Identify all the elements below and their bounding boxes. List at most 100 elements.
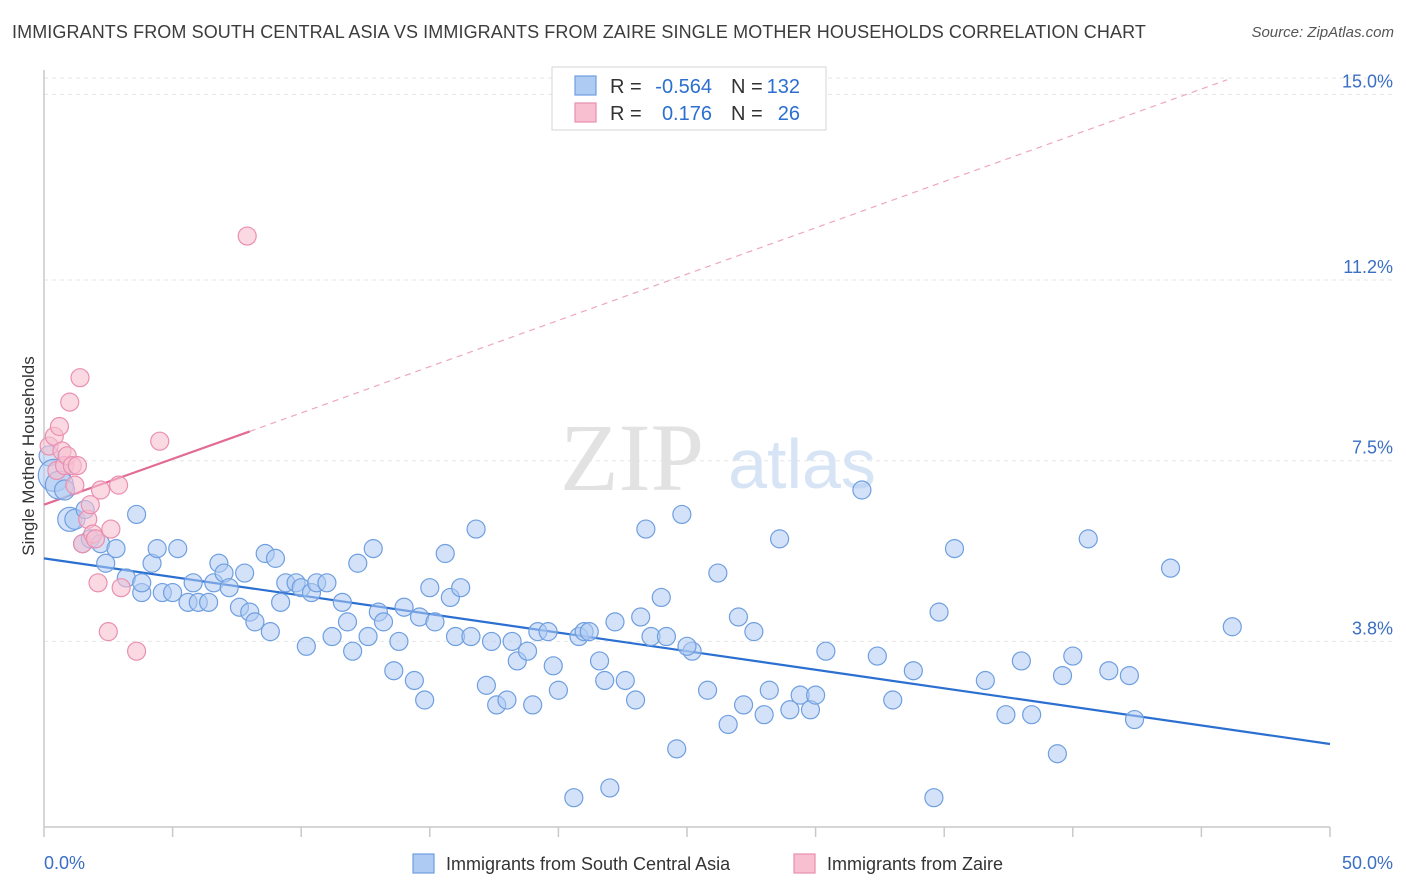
data-point-south-central-asia <box>132 573 152 593</box>
data-point-south-central-asia <box>1099 661 1119 681</box>
legend-r-value-pink: 0.176 <box>662 103 712 125</box>
data-point-south-central-asia <box>656 626 677 647</box>
y-tick-label: 3.8% <box>1352 618 1393 638</box>
data-point-zaire <box>150 431 170 451</box>
data-point-south-central-asia <box>363 539 383 559</box>
series-zaire <box>39 226 257 661</box>
series-legend-label-blue: Immigrants from South Central Asia <box>446 854 731 874</box>
data-point-south-central-asia <box>1124 709 1145 730</box>
data-point-south-central-asia <box>605 612 625 632</box>
y-tick-label: 15.0% <box>1342 71 1393 91</box>
y-tick-label: 7.5% <box>1352 438 1393 458</box>
data-point-south-central-asia <box>718 714 738 735</box>
legend-swatch-blue <box>574 75 597 96</box>
data-point-south-central-asia <box>358 626 378 647</box>
legend-r-label-pink: R = <box>610 103 642 125</box>
data-point-south-central-asia <box>631 607 651 627</box>
x-tick-label-min: 0.0% <box>44 853 85 873</box>
data-point-zaire <box>60 392 80 412</box>
data-point-zaire <box>70 368 90 388</box>
data-point-south-central-asia <box>415 690 435 710</box>
data-point-south-central-asia <box>759 680 779 700</box>
data-point-south-central-asia <box>538 622 558 642</box>
x-tick-label-max: 50.0% <box>1342 853 1393 873</box>
data-point-zaire <box>85 529 106 549</box>
data-point-south-central-asia <box>1022 705 1042 725</box>
data-point-south-central-asia <box>651 587 671 608</box>
legend-swatch-pink <box>574 102 597 123</box>
legend-n-label-blue: N = <box>731 76 763 98</box>
data-point-south-central-asia <box>744 622 764 642</box>
data-point-south-central-asia <box>754 705 774 725</box>
data-point-south-central-asia <box>589 651 610 671</box>
data-point-south-central-asia <box>805 685 826 705</box>
series-legend-label-pink: Immigrants from Zaire <box>827 854 1003 874</box>
data-point-south-central-asia <box>219 578 239 598</box>
data-point-south-central-asia <box>615 670 635 691</box>
data-point-south-central-asia <box>883 690 903 710</box>
data-point-south-central-asia <box>235 563 255 583</box>
data-point-south-central-asia <box>996 705 1016 725</box>
data-point-south-central-asia <box>260 622 280 642</box>
data-point-south-central-asia <box>317 573 337 593</box>
data-point-south-central-asia <box>867 646 887 666</box>
data-point-south-central-asia <box>373 612 394 632</box>
data-point-south-central-asia <box>523 695 543 715</box>
data-point-south-central-asia <box>852 480 872 500</box>
legend-n-value-blue: 132 <box>767 76 800 98</box>
correlation-legend: R = -0.564 N = 132 R = 0.176 N = 26 <box>551 66 827 131</box>
data-point-south-central-asia <box>271 592 291 612</box>
legend-n-value-pink: 26 <box>778 103 800 125</box>
data-point-south-central-asia <box>769 529 790 549</box>
data-point-south-central-asia <box>126 504 147 525</box>
data-point-south-central-asia <box>476 675 496 695</box>
data-point-south-central-asia <box>600 778 620 798</box>
watermark: ZIP atlas <box>560 404 876 511</box>
source-label: Source: ZipAtlas.com <box>1251 24 1394 41</box>
data-point-south-central-asia <box>481 631 502 652</box>
data-point-south-central-asia <box>420 578 440 598</box>
data-point-south-central-asia <box>975 670 995 691</box>
watermark-atlas: atlas <box>728 425 876 503</box>
y-axis-title: Single Mother Households <box>19 356 38 555</box>
data-point-zaire <box>49 416 70 437</box>
series-south-central-asia <box>37 445 1242 808</box>
data-point-south-central-asia <box>404 670 424 691</box>
data-point-south-central-asia <box>502 631 522 652</box>
data-point-south-central-asia <box>106 539 126 559</box>
legend-r-value-blue: -0.564 <box>655 76 712 98</box>
data-point-south-central-asia <box>265 548 286 568</box>
watermark-zip: ZIP <box>560 404 704 511</box>
data-point-south-central-asia <box>296 636 316 656</box>
data-point-zaire <box>111 578 131 598</box>
legend-n-label-pink: N = <box>731 103 763 125</box>
data-point-south-central-asia <box>245 612 265 632</box>
data-point-south-central-asia <box>147 539 167 559</box>
data-point-south-central-asia <box>697 680 718 700</box>
data-point-south-central-asia <box>816 641 836 661</box>
data-point-south-central-asia <box>451 578 471 598</box>
data-point-south-central-asia <box>564 788 584 808</box>
data-point-south-central-asia <box>1119 665 1139 686</box>
data-point-south-central-asia <box>579 622 599 642</box>
data-point-south-central-asia <box>96 553 116 573</box>
data-point-zaire <box>88 573 108 593</box>
data-point-south-central-asia <box>1078 529 1098 549</box>
data-point-zaire <box>67 455 88 476</box>
data-point-south-central-asia <box>389 631 409 652</box>
data-point-south-central-asia <box>944 539 965 559</box>
data-point-south-central-asia <box>595 670 615 691</box>
data-point-south-central-asia <box>677 636 697 656</box>
data-point-south-central-asia <box>636 519 656 539</box>
data-point-south-central-asia <box>461 626 481 647</box>
data-point-south-central-asia <box>672 504 692 525</box>
data-point-south-central-asia <box>332 592 352 612</box>
data-point-south-central-asia <box>625 690 646 710</box>
trend-line-zaire-extension <box>249 79 1228 432</box>
data-point-south-central-asia <box>733 695 754 715</box>
data-point-zaire <box>80 495 100 515</box>
data-point-south-central-asia <box>168 539 188 559</box>
data-point-zaire <box>90 480 111 500</box>
data-point-zaire <box>101 519 121 539</box>
